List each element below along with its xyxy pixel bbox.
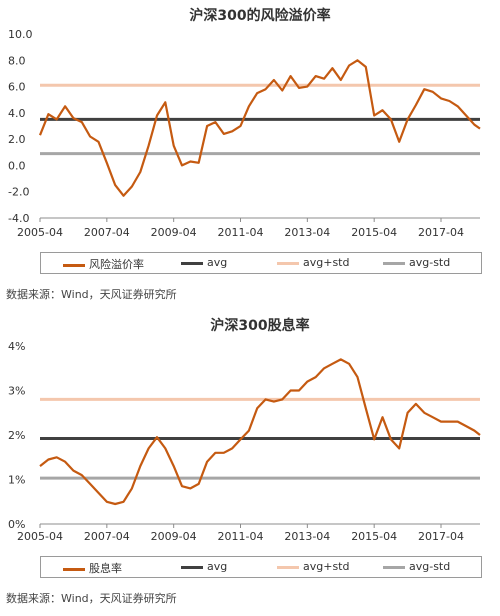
x-tick-label: 2011-04: [218, 530, 264, 543]
chart-title: 沪深300的风险溢价率: [189, 7, 330, 24]
legend-swatch: [63, 263, 85, 267]
legend-label: 股息率: [89, 562, 122, 575]
y-tick-label: 10.0: [8, 28, 33, 41]
legend-label: avg: [207, 256, 228, 269]
x-tick-label: 2013-04: [284, 530, 330, 543]
y-tick-label: 4%: [8, 340, 25, 353]
legend-item-avg-minus-std: avg-std: [383, 560, 450, 573]
legend-swatch: [383, 565, 405, 569]
y-tick-label: 4.0: [8, 107, 26, 120]
legend-item-avg-plus-std: avg+std: [277, 560, 349, 573]
x-tick-label: 2017-04: [418, 226, 464, 239]
legend-label: avg+std: [303, 560, 350, 573]
legend-item-avg: avg: [181, 256, 227, 269]
legend-swatch: [181, 261, 203, 265]
legend-1: 风险溢价率 avg avg+std avg-std: [40, 252, 482, 274]
legend-swatch: [277, 565, 299, 569]
legend-label: avg-std: [409, 256, 451, 269]
legend-label: 风险溢价率: [89, 258, 144, 271]
legend-swatch: [181, 565, 203, 569]
x-tick-label: 2007-04: [84, 530, 130, 543]
legend-item-series: 风险溢价率: [63, 256, 144, 272]
legend-2: 股息率 avg avg+std avg-std: [40, 556, 482, 578]
legend-item-avg: avg: [181, 560, 227, 573]
legend-item-series: 股息率: [63, 560, 122, 576]
legend-swatch: [277, 261, 299, 265]
y-tick-label: 0.0: [8, 159, 26, 172]
y-tick-label: 8.0: [8, 54, 26, 67]
y-tick-label: 6.0: [8, 81, 26, 94]
legend-label: avg: [207, 560, 228, 573]
source-note-1: 数据来源：Wind，天风证券研究所: [6, 288, 177, 301]
chart-2: 沪深300股息率 4% 3% 2% 1% 0%2005-04 2007-04 2009-04 2…: [8, 317, 481, 543]
chart-1: 沪深300的风险溢价率10.08.06.04.02.00.0-2.0-4.020…: [8, 7, 481, 239]
chart-title: 沪深300股息率: [210, 317, 309, 334]
y-tick-label: 2%: [8, 429, 25, 442]
x-tick-label: 2011-04: [218, 226, 264, 239]
y-tick-label: -2.0: [8, 186, 29, 199]
y-tick-label: 0%: [8, 518, 25, 531]
y-tick-label: 1%: [8, 474, 25, 487]
source-note-2: 数据来源：Wind，天风证券研究所: [6, 592, 177, 605]
x-tick-label: 2009-04: [151, 226, 197, 239]
y-tick-label: -4.0: [8, 212, 29, 225]
y-tick-label: 3%: [8, 385, 25, 398]
x-tick-label: 2005-04: [17, 530, 63, 543]
legend-swatch: [63, 567, 85, 571]
legend-swatch: [383, 261, 405, 265]
legend-item-avg-minus-std: avg-std: [383, 256, 450, 269]
y-tick-label: 2.0: [8, 133, 26, 146]
x-tick-label: 2017-04: [418, 530, 464, 543]
series-line: [39, 358, 481, 506]
x-tick-label: 2013-04: [284, 226, 330, 239]
x-tick-label: 2015-04: [351, 226, 397, 239]
legend-label: avg+std: [303, 256, 350, 269]
x-tick-label: 2009-04: [151, 530, 197, 543]
legend-label: avg-std: [409, 560, 451, 573]
x-tick-label: 2005-04: [17, 226, 63, 239]
series-line: [38, 59, 481, 197]
x-tick-label: 2015-04: [351, 530, 397, 543]
x-tick-label: 2007-04: [84, 226, 130, 239]
legend-item-avg-plus-std: avg+std: [277, 256, 349, 269]
